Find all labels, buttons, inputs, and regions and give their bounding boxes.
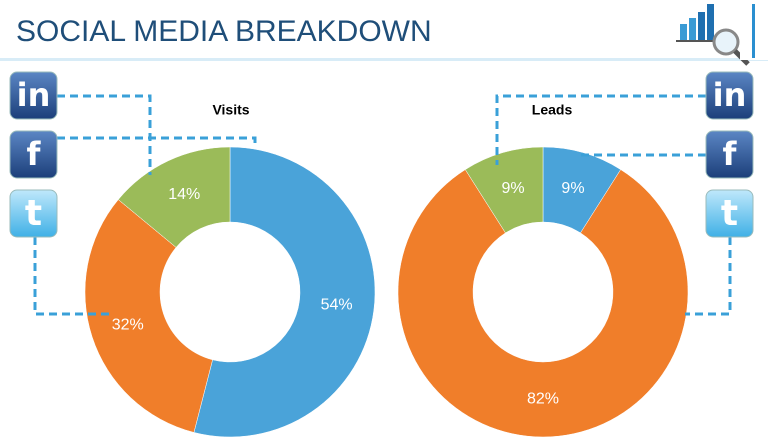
icon-box (9, 130, 58, 179)
icon-label: t (25, 193, 42, 234)
page-title: SOCIAL MEDIA BREAKDOWN (16, 15, 432, 48)
icon-label: f (723, 135, 738, 173)
icon-label: t (721, 193, 738, 234)
chart-title: Leads (532, 102, 573, 118)
value-label: 32% (112, 316, 144, 333)
social-icon: f (705, 130, 754, 179)
value-label: 9% (561, 180, 584, 197)
icon-box (9, 189, 58, 238)
donut-segment (193, 146, 376, 438)
connector (685, 237, 732, 316)
donut-segment (84, 199, 213, 433)
social-icon: f (9, 130, 58, 179)
icon-box (9, 71, 58, 120)
connector (57, 136, 257, 148)
icon-label: in (17, 76, 51, 114)
donut-segment (397, 169, 689, 438)
icon-box (705, 189, 754, 238)
donut-segment (117, 146, 231, 248)
value-label: 9% (501, 180, 524, 197)
chart-title: Visits (212, 102, 249, 118)
social-icon: t (705, 189, 754, 238)
donut-segment (464, 146, 544, 234)
connector (495, 94, 706, 165)
icon-label: f (27, 135, 42, 173)
icon-box (705, 130, 754, 179)
icon-label: in (713, 76, 747, 114)
connector (57, 94, 152, 175)
value-label: 82% (527, 391, 559, 408)
value-label: 14% (168, 186, 200, 203)
icon-box (705, 71, 754, 120)
social-icon: in (705, 71, 754, 120)
logo (676, 0, 768, 66)
header-rule (0, 58, 768, 61)
social-icon: in (9, 71, 58, 120)
value-label: 54% (321, 297, 353, 314)
social-icon: t (9, 189, 58, 238)
